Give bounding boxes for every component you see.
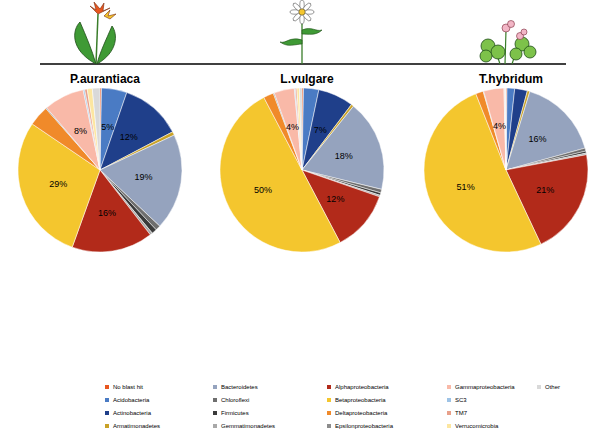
svg-text:Gemmatimonadetes: Gemmatimonadetes	[221, 423, 275, 429]
svg-text:50%: 50%	[254, 185, 272, 195]
svg-text:SC3: SC3	[455, 397, 467, 403]
svg-text:51%: 51%	[457, 182, 475, 192]
svg-text:7%: 7%	[314, 125, 327, 135]
svg-text:Gammaproteobacteria: Gammaproteobacteria	[455, 384, 515, 390]
svg-text:Acidobacteria: Acidobacteria	[113, 397, 150, 403]
svg-text:T.hybridum: T.hybridum	[479, 72, 543, 86]
svg-text:4%: 4%	[493, 121, 506, 131]
svg-text:Betaproteobacteria: Betaproteobacteria	[335, 397, 386, 403]
svg-text:19%: 19%	[134, 172, 152, 182]
svg-text:8%: 8%	[74, 126, 87, 136]
svg-text:Other: Other	[545, 384, 560, 390]
svg-text:Deltaproteobacteria: Deltaproteobacteria	[335, 410, 388, 416]
svg-text:Firmicutes: Firmicutes	[221, 410, 249, 416]
svg-text:Actinobacteria: Actinobacteria	[113, 410, 152, 416]
svg-text:16%: 16%	[528, 134, 546, 144]
svg-text:12%: 12%	[326, 194, 344, 204]
svg-text:No blast hit: No blast hit	[113, 384, 143, 390]
svg-text:16%: 16%	[98, 208, 116, 218]
svg-text:Bacteroidetes: Bacteroidetes	[221, 384, 258, 390]
svg-text:P.aurantiaca: P.aurantiaca	[70, 72, 140, 86]
svg-text:5%: 5%	[101, 122, 114, 132]
svg-text:Verrucomicrobia: Verrucomicrobia	[455, 423, 499, 429]
svg-text:12%: 12%	[120, 132, 138, 142]
svg-text:Epsilonproteobacteria: Epsilonproteobacteria	[335, 423, 394, 429]
svg-text:4%: 4%	[286, 122, 299, 132]
svg-text:29%: 29%	[49, 179, 67, 189]
svg-text:Chloroflexi: Chloroflexi	[221, 397, 249, 403]
svg-text:Armatimonadetes: Armatimonadetes	[113, 423, 160, 429]
svg-text:18%: 18%	[335, 151, 353, 161]
svg-text:Alphaproteobacteria: Alphaproteobacteria	[335, 384, 389, 390]
svg-text:21%: 21%	[536, 185, 554, 195]
svg-text:TM7: TM7	[455, 410, 468, 416]
svg-text:L.vulgare: L.vulgare	[280, 72, 334, 86]
